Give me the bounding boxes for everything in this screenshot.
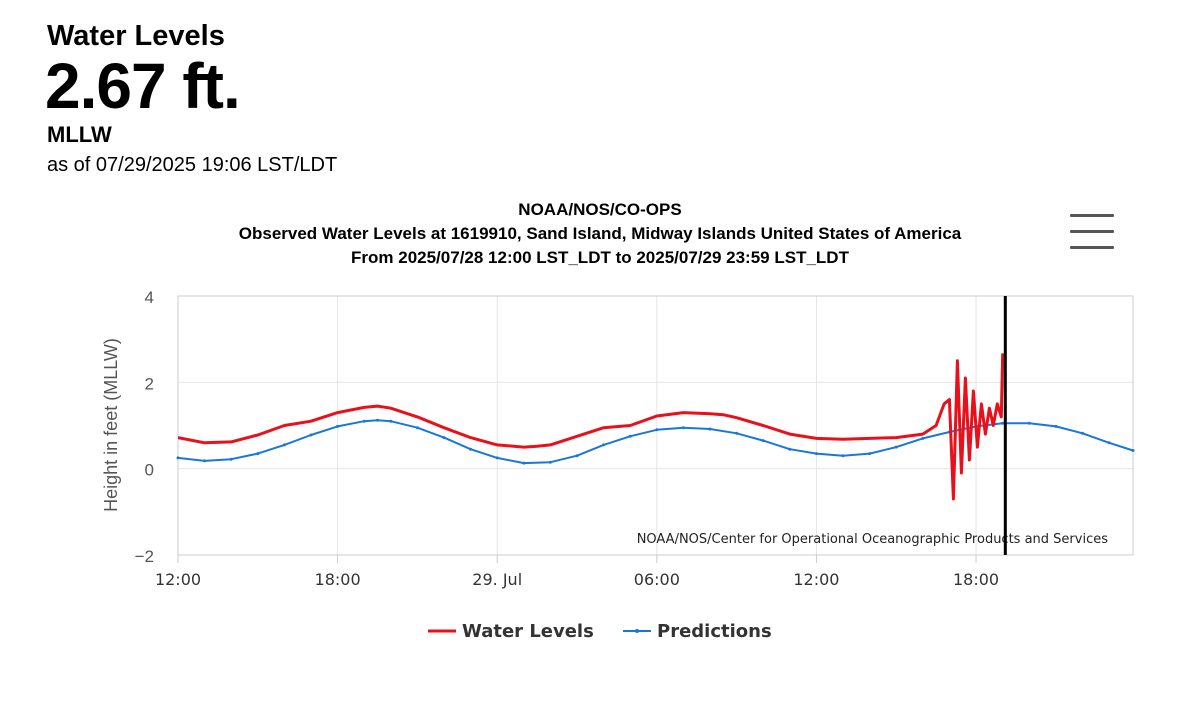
prediction-point: [309, 433, 313, 437]
x-tick-label: 12:00: [155, 570, 201, 589]
chart-title: NOAA/NOS/CO-OPS: [518, 200, 681, 219]
prediction-point: [495, 456, 499, 460]
prediction-point: [1081, 431, 1084, 435]
prediction-point: [894, 445, 898, 449]
prediction-point: [788, 447, 792, 451]
prediction-point: [282, 443, 286, 447]
prediction-point: [336, 424, 340, 428]
prediction-point: [575, 454, 579, 458]
y-axis-label: Height in feet (MLLW): [101, 338, 121, 512]
y-tick-label: 0: [145, 461, 154, 480]
prediction-point: [203, 459, 207, 463]
legend-item-predictions[interactable]: Predictions: [623, 621, 772, 642]
prediction-point: [868, 452, 872, 456]
chart-credit: NOAA/NOS/Center for Operational Oceanogr…: [637, 532, 1109, 547]
prediction-point: [362, 419, 366, 423]
legend-label-predictions: Predictions: [657, 621, 772, 642]
prediction-point: [628, 434, 632, 438]
prediction-point: [415, 426, 419, 430]
prediction-point: [602, 443, 606, 447]
prediction-point: [655, 428, 659, 432]
x-tick-label: 12:00: [793, 570, 839, 589]
prediction-point: [522, 461, 526, 465]
x-tick-label: 18:00: [953, 570, 999, 589]
x-tick-label: 29. Jul: [472, 570, 522, 589]
legend-label-water-levels: Water Levels: [462, 621, 594, 642]
chart-subtitle-range: From 2025/07/28 12:00 LST_LDT to 2025/07…: [351, 248, 850, 267]
prediction-point: [229, 457, 233, 461]
prediction-point: [256, 452, 260, 456]
prediction-point: [176, 456, 180, 460]
x-tick-label: 18:00: [315, 570, 361, 589]
series-line-water-levels: [177, 353, 1005, 501]
y-tick-label: 2: [145, 374, 154, 393]
prediction-point: [1027, 421, 1031, 425]
prediction-point: [841, 454, 845, 458]
hamburger-menu-icon[interactable]: [1066, 210, 1118, 254]
prediction-point: [469, 447, 473, 451]
prediction-point: [1054, 424, 1058, 428]
current-water-level: 2.67 ft.: [45, 50, 241, 122]
prediction-point: [735, 431, 739, 435]
chart-subtitle: Observed Water Levels at 1619910, Sand I…: [239, 224, 962, 243]
x-tick-label: 06:00: [634, 570, 680, 589]
prediction-point: [681, 426, 685, 430]
prediction-point: [708, 427, 712, 431]
prediction-point: [442, 436, 446, 440]
prediction-point: [814, 452, 818, 456]
prediction-point: [376, 418, 379, 422]
legend-marker-predictions: [635, 629, 639, 633]
y-tick-label: −2: [135, 547, 154, 566]
prediction-point: [921, 436, 925, 440]
prediction-point: [1107, 441, 1111, 445]
legend-item-water-levels[interactable]: Water Levels: [428, 621, 594, 642]
prediction-point: [761, 439, 765, 443]
prediction-point: [1001, 421, 1005, 425]
plot-border: [177, 295, 1134, 556]
page-title: Water Levels: [47, 20, 225, 52]
prediction-point: [389, 419, 393, 423]
timestamp: as of 07/29/2025 19:06 LST/LDT: [47, 154, 338, 176]
prediction-point: [1131, 449, 1135, 452]
prediction-point: [548, 460, 552, 464]
y-tick-label: 4: [145, 288, 154, 307]
series-line-predictions: [177, 419, 1134, 465]
legend: Water Levels Predictions: [428, 621, 772, 642]
datum-label: MLLW: [47, 122, 112, 147]
